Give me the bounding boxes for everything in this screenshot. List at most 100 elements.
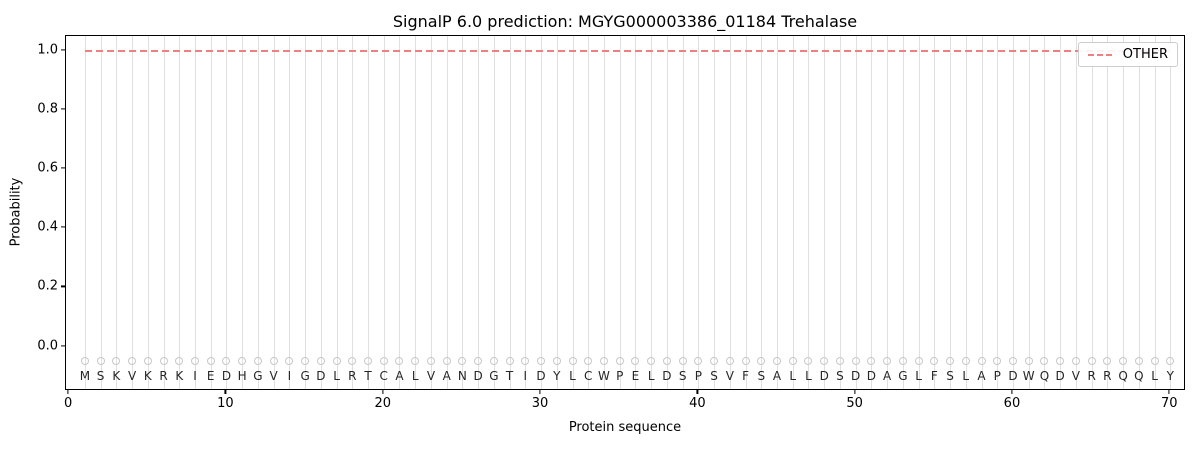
residue-marker [1008, 357, 1017, 366]
residue-letter: R [159, 369, 168, 384]
residue-letter: D [851, 369, 861, 384]
x-tick-mark [1011, 390, 1013, 394]
residue-letter: F [930, 369, 938, 384]
residue-marker [993, 357, 1002, 366]
x-tick-label: 50 [846, 396, 863, 411]
residue-marker [1119, 357, 1128, 366]
y-tick-mark [61, 226, 65, 228]
residue-gridline [399, 36, 401, 389]
residue-letter: D [1008, 369, 1018, 384]
residue-gridline [116, 36, 118, 389]
y-tick-label: 0.0 [37, 338, 58, 354]
residue-marker [835, 357, 844, 366]
residue-letter: P [694, 369, 702, 384]
legend-dashed-line-icon [1087, 53, 1115, 56]
residue-letter: W [598, 369, 610, 384]
residue-marker [820, 357, 829, 366]
residue-marker [914, 357, 923, 366]
residue-gridline [714, 36, 716, 389]
residue-letter: S [96, 369, 105, 384]
residue-letter: R [1087, 369, 1096, 384]
residue-gridline [493, 36, 495, 389]
residue-gridline [305, 36, 307, 389]
residue-marker [395, 357, 404, 366]
residue-gridline [1075, 36, 1077, 389]
residue-marker [96, 357, 105, 366]
x-axis-label: Protein sequence [568, 420, 682, 435]
residue-marker [961, 357, 970, 366]
residue-letter: L [333, 369, 340, 384]
residue-gridline [525, 36, 527, 389]
residue-marker [788, 357, 797, 366]
x-tick-mark [696, 390, 698, 394]
residue-gridline [1044, 36, 1046, 389]
residue-gridline [257, 36, 259, 389]
residue-letter: A [395, 369, 404, 384]
residue-marker [348, 357, 357, 366]
residue-letter: S [757, 369, 766, 384]
y-tick-mark [61, 167, 65, 169]
residue-gridline [84, 36, 86, 389]
residue-marker [253, 357, 262, 366]
residue-marker [332, 357, 341, 366]
residue-letter: Y [1166, 369, 1174, 384]
residue-letter: L [962, 369, 970, 384]
legend: OTHER [1077, 42, 1178, 67]
residue-letter: S [678, 369, 687, 384]
residue-gridline [509, 36, 511, 389]
residue-marker [1071, 357, 1080, 366]
residue-marker [773, 357, 781, 366]
residue-marker [489, 357, 498, 366]
residue-gridline [1060, 36, 1062, 389]
residue-marker [694, 357, 703, 366]
residue-gridline [887, 36, 889, 389]
x-tick-label: 20 [374, 396, 392, 411]
residue-gridline [1028, 36, 1030, 389]
residue-marker [206, 357, 215, 366]
residue-gridline [541, 36, 543, 389]
residue-gridline [918, 36, 920, 389]
residue-marker [379, 357, 388, 366]
residue-marker [662, 357, 671, 366]
residue-gridline [635, 36, 637, 389]
residue-marker [442, 357, 451, 366]
residue-marker [678, 357, 687, 366]
residue-gridline [792, 36, 794, 389]
residue-gridline [368, 36, 370, 389]
residue-gridline [950, 36, 952, 389]
residue-gridline [588, 36, 590, 389]
residue-gridline [572, 36, 574, 389]
residue-marker [80, 357, 89, 366]
residue-gridline [729, 36, 731, 389]
residue-letter: C [379, 369, 388, 384]
residue-letter: G [898, 369, 908, 384]
residue-letter: D [866, 369, 877, 384]
residue-marker [269, 357, 278, 366]
residue-marker [285, 357, 294, 366]
residue-letter: Q [1039, 369, 1050, 384]
residue-marker [599, 357, 608, 366]
residue-letter: R [348, 369, 357, 384]
residue-marker [458, 357, 467, 366]
x-tick-mark [539, 390, 541, 394]
chart-title: SignalP 6.0 prediction: MGYG000003386_01… [392, 12, 858, 31]
residue-marker [631, 357, 640, 366]
residue-marker [647, 357, 656, 366]
y-tick-label: 0.8 [37, 101, 58, 117]
x-tick-label: 0 [64, 396, 73, 411]
residue-letter: K [143, 369, 152, 384]
residue-gridline [603, 36, 605, 389]
residue-letter: R [1103, 369, 1112, 384]
residue-letter: A [442, 369, 451, 384]
legend-label: OTHER [1122, 47, 1168, 62]
residue-gridline [666, 36, 668, 389]
residue-gridline [839, 36, 841, 389]
residue-marker [301, 357, 310, 366]
residue-letter: D [662, 369, 672, 384]
residue-letter: S [836, 369, 844, 384]
residue-gridline [210, 36, 212, 389]
residue-marker [1024, 357, 1033, 366]
residue-gridline [336, 36, 338, 389]
residue-letter: K [112, 369, 121, 384]
